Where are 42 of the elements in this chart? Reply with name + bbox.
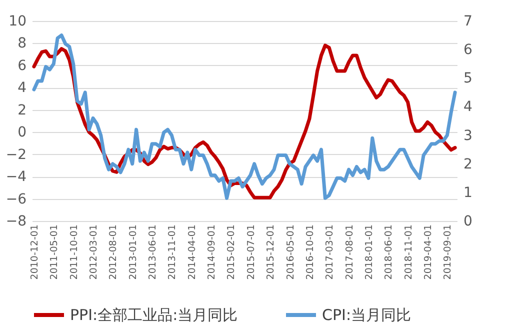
x-tick-label: 2014-09-01 — [206, 224, 218, 280]
y-tick-label: 10 — [8, 14, 26, 30]
legend-label: PPI:全部工业品:当月同比 — [70, 306, 238, 324]
x-tick-label: 2019-09-01 — [442, 224, 454, 280]
x-tick-label: 2018-06-01 — [384, 224, 395, 280]
x-tick-label: 2010-12-01 — [29, 224, 40, 280]
x-tick-label: 2015-12-01 — [266, 224, 277, 280]
y-tick-label: −8 — [6, 214, 26, 230]
x-tick-label: 2012-08-01 — [108, 224, 120, 280]
x-tick-label: 2017-08-01 — [344, 224, 356, 280]
x-tick-label: 2012-03-01 — [88, 224, 100, 280]
y-tick-label: −2 — [6, 146, 26, 163]
y2-tick-label: 6 — [464, 42, 472, 58]
x-tick-label: 2015-07-01 — [246, 224, 257, 280]
x-tick-label: 2018-11-01 — [403, 224, 414, 280]
y-tick-label: 8 — [18, 36, 26, 52]
x-tick-label: 2019-04-01 — [422, 224, 434, 280]
y-tick-label: −4 — [6, 169, 27, 186]
x-tick-label: 2013-01-01 — [128, 224, 139, 280]
y-tick-label: 4 — [18, 80, 27, 96]
x-tick-label: 2016-05-01 — [285, 224, 296, 280]
y2-tick-label: 7 — [464, 14, 472, 30]
x-tick-label: 2013-11-01 — [167, 224, 178, 280]
y-tick-label: 6 — [18, 58, 27, 74]
y2-tick-label: 1 — [464, 184, 472, 201]
x-tick-label: 2014-04-01 — [186, 224, 198, 280]
x-tick-label: 2018-01-01 — [364, 224, 375, 280]
x-tick-label: 2017-03-01 — [324, 224, 336, 280]
y-tick-label: −6 — [6, 191, 27, 208]
y2-tick-label: 2 — [464, 156, 472, 172]
x-tick-label: 2011-10-01 — [68, 224, 80, 280]
x-tick-label: 2013-06-01 — [148, 224, 159, 280]
y2-tick-label: 3 — [464, 128, 472, 144]
x-tick-label: 2011-05-01 — [49, 224, 60, 280]
y2-tick-label: 5 — [464, 70, 472, 87]
legend-label: CPI:当月同比 — [322, 306, 411, 324]
y-tick-label: 0 — [18, 124, 26, 141]
x-tick-label: 2016-10-01 — [304, 224, 316, 280]
x-tick-label: 2015-02-01 — [226, 224, 238, 280]
y-tick-label: 2 — [18, 102, 26, 118]
y2-tick-label: 0 — [464, 214, 472, 230]
y2-tick-label: 4 — [464, 99, 472, 116]
